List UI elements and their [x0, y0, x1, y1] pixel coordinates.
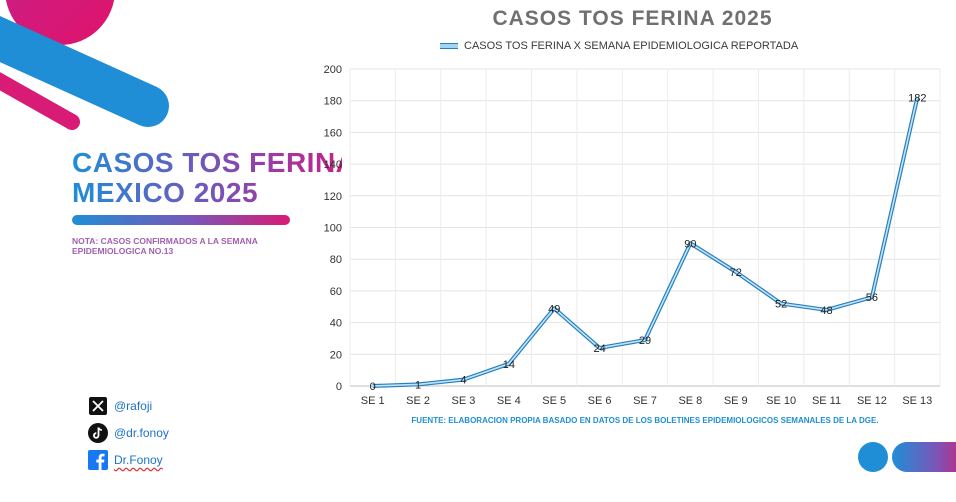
data-label: 49	[548, 303, 560, 315]
data-label: 4	[460, 375, 466, 387]
tiktok-handle[interactable]: @dr.fonoy	[114, 426, 169, 440]
y-tick-label: 200	[324, 64, 342, 76]
x-tick-label: SE 8	[678, 395, 702, 407]
x-tick-label: SE 4	[497, 395, 521, 407]
social-facebook[interactable]: Dr.Fonoy	[88, 450, 163, 470]
data-label: 48	[820, 305, 832, 317]
social-x[interactable]: @rafoji	[88, 396, 152, 416]
data-label: 56	[866, 292, 878, 304]
series-line	[372, 97, 919, 387]
x-tick-label: SE 12	[857, 395, 887, 407]
y-tick-label: 180	[324, 96, 342, 108]
x-logo-icon	[88, 396, 108, 416]
data-label: 72	[730, 267, 742, 279]
y-tick-label: 0	[336, 381, 342, 393]
social-tiktok[interactable]: @dr.fonoy	[88, 423, 169, 443]
tiktok-logo-icon	[88, 423, 108, 443]
data-label: 29	[639, 335, 651, 347]
blue-stripe-shape	[0, 15, 169, 127]
y-tick-label: 40	[330, 318, 342, 330]
x-tick-label: SE 3	[452, 395, 476, 407]
y-tick-label: 160	[324, 127, 342, 139]
x-tick-label: SE 13	[902, 395, 932, 407]
legend-swatch	[440, 43, 458, 49]
title-underline-bar	[72, 215, 290, 225]
y-tick-label: 60	[330, 286, 342, 298]
chart-title: CASOS TOS FERINA 2025	[492, 7, 773, 30]
y-tick-label: 120	[324, 191, 342, 203]
x-tick-label: SE 7	[633, 395, 657, 407]
y-tick-label: 80	[330, 254, 342, 266]
x-tick-label: SE 6	[588, 395, 612, 407]
chart-source: FUENTE: ELABORACION PROPIA BASADO EN DAT…	[411, 416, 879, 425]
x-tick-label: SE 5	[542, 395, 566, 407]
x-tick-label: SE 11	[812, 395, 841, 407]
gradient-pill-shape	[892, 442, 956, 472]
blue-dot-shape	[858, 442, 888, 472]
data-label: 0	[370, 381, 376, 393]
data-label: 52	[775, 299, 787, 311]
data-label: 182	[908, 93, 926, 105]
y-tick-label: 140	[324, 159, 342, 171]
chart-legend: CASOS TOS FERINA X SEMANA EPIDEMIOLOGICA…	[440, 40, 798, 52]
x-tick-label: SE 10	[766, 395, 796, 407]
left-note: NOTA: CASOS CONFIRMADOS A LA SEMANA EPID…	[72, 236, 258, 256]
facebook-handle[interactable]: Dr.Fonoy	[114, 453, 163, 467]
facebook-logo-icon	[88, 450, 108, 470]
data-label: 14	[503, 359, 515, 371]
x-tick-label: SE 2	[406, 395, 430, 407]
x-tick-label: SE 9	[724, 395, 748, 407]
data-label: 1	[415, 379, 421, 391]
x-tick-label: SE 1	[361, 395, 385, 407]
y-tick-label: 100	[324, 223, 342, 235]
legend-label: CASOS TOS FERINA X SEMANA EPIDEMIOLOGICA…	[464, 40, 799, 52]
data-label: 90	[684, 238, 696, 250]
y-tick-label: 20	[330, 349, 342, 361]
data-label: 24	[593, 343, 605, 355]
magenta-stripe-shape	[0, 72, 80, 130]
x-handle[interactable]: @rafoji	[114, 399, 153, 413]
